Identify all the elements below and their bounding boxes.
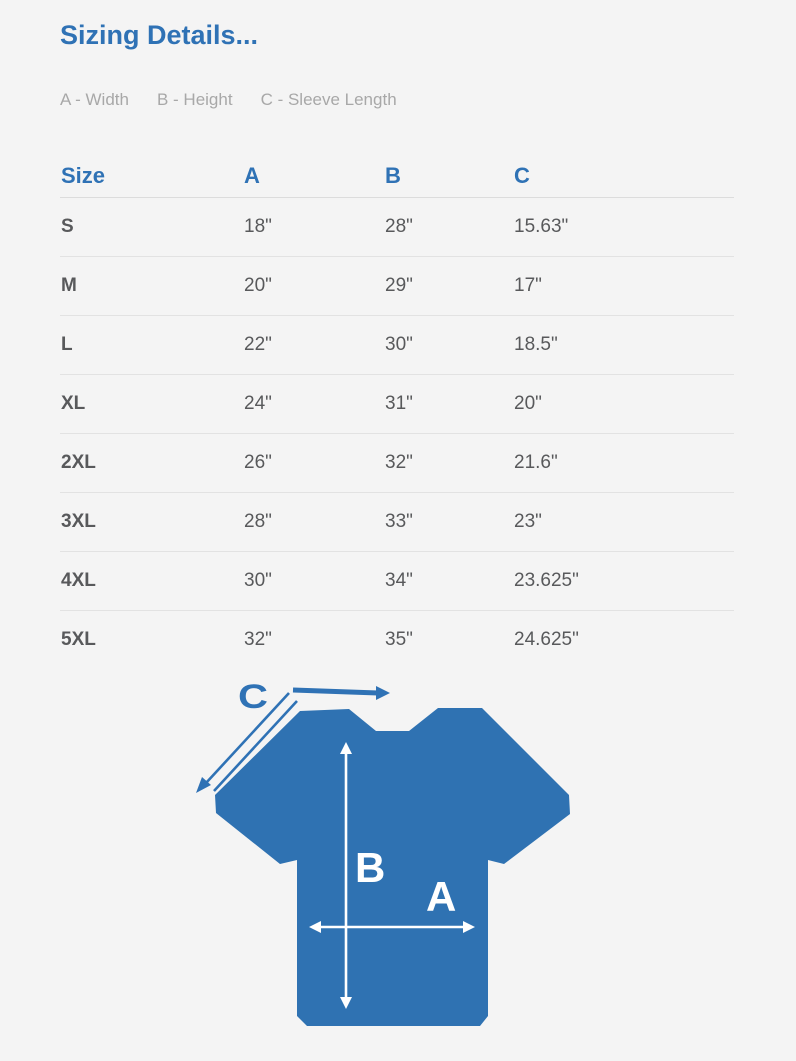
svg-text:A: A [426, 873, 456, 920]
svg-text:B: B [355, 844, 385, 891]
svg-text:C: C [238, 678, 268, 716]
